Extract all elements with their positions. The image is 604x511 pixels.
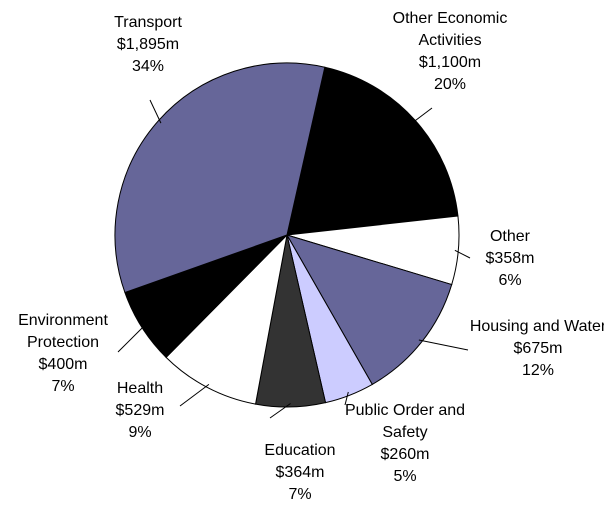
category: Public Order and Safety [344, 402, 466, 441]
category: Housing and Water [469, 318, 604, 335]
percent-label: 34% [131, 58, 165, 75]
pie-slice [114, 62, 326, 294]
pie-slice [165, 233, 288, 405]
value-label: $1,100m [418, 54, 482, 71]
pie-slice [285, 234, 453, 386]
percent-label: 7% [51, 378, 75, 395]
value-label: $358m [485, 250, 535, 267]
slice-label: Other Economic Activities $1,100m 20% [365, 8, 535, 96]
category: Environment Protection [18, 312, 108, 351]
leader-line [418, 339, 469, 351]
category: Health [116, 380, 164, 397]
percent-label: 12% [521, 362, 555, 379]
slice-label: Transport $1,895m 34% [93, 12, 203, 78]
category: Transport [114, 14, 182, 31]
category: Other Economic Activities [392, 10, 508, 49]
slice-label: Education $364m 7% [245, 440, 355, 506]
percent-label: 5% [393, 468, 417, 485]
value-label: $400m [38, 356, 88, 373]
value-label: $1,895m [116, 36, 180, 53]
leader-line [454, 249, 471, 259]
slice-label: Health $529m 9% [100, 378, 180, 444]
leader-line [179, 383, 210, 407]
percent-label: 20% [433, 76, 467, 93]
percent-label: 7% [288, 486, 312, 503]
leader-line [117, 325, 146, 353]
slice-label: Other $358m 6% [470, 226, 550, 292]
value-label: $675m [513, 340, 563, 357]
slice-label: Environment Protection $400m 7% [3, 310, 123, 398]
category: Other [489, 228, 530, 245]
leader-line [412, 107, 433, 123]
value-label: $364m [275, 464, 325, 481]
leader-line [149, 99, 162, 124]
value-label: $529m [115, 402, 165, 419]
slice-label: Public Order and Safety $260m 5% [340, 400, 470, 488]
percent-label: 9% [128, 424, 152, 441]
value-label: $260m [380, 446, 430, 463]
category: Education [264, 442, 336, 459]
slice-label: Housing and Water $675m 12% [463, 316, 604, 382]
leader-line [344, 391, 349, 406]
leader-line [269, 403, 291, 419]
percent-label: 6% [498, 272, 522, 289]
